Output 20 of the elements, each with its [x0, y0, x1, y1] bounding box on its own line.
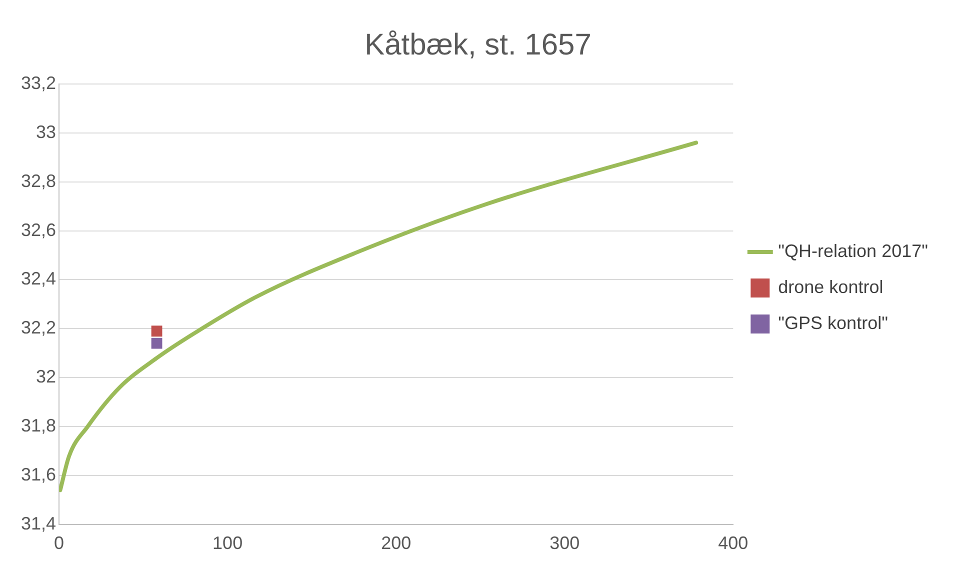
y-tick-label: 32 — [36, 366, 56, 387]
y-tick-label: 32,4 — [20, 268, 56, 289]
x-tick-label: 0 — [54, 533, 64, 554]
y-tick-label: 32,2 — [20, 318, 56, 338]
y-tick-label: 31,4 — [20, 513, 56, 534]
y-tick-label: 31,6 — [20, 464, 56, 484]
x-tick-label: 200 — [381, 533, 412, 554]
y-tick-label: 31,8 — [20, 416, 56, 436]
y-tick-label: 32,8 — [20, 170, 56, 191]
x-tick-label: 400 — [718, 533, 748, 554]
legend-label: drone kontrol — [778, 276, 884, 297]
y-tick-label: 32,6 — [20, 220, 56, 240]
y-tick-label: 33 — [36, 122, 56, 142]
line-series — [59, 140, 698, 492]
x-tick-label: 300 — [550, 533, 580, 554]
legend-label: "QH-relation 2017" — [778, 240, 928, 261]
x-tick-label: 100 — [212, 533, 243, 554]
y-tick-label: 33,2 — [20, 72, 56, 93]
chart-title: Kåtbæk, st. 1657 — [364, 28, 592, 62]
legend-label: "GPS kontrol" — [778, 312, 888, 333]
